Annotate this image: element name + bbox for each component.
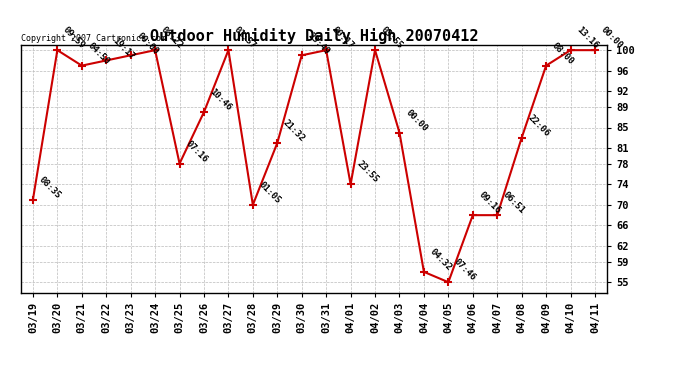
- Text: 23:49: 23:49: [306, 30, 331, 56]
- Text: 09:59: 09:59: [61, 26, 87, 51]
- Text: 00:17: 00:17: [331, 26, 356, 51]
- Text: 00:00: 00:00: [599, 26, 624, 51]
- Text: 01:57: 01:57: [233, 26, 258, 51]
- Text: 07:46: 07:46: [453, 257, 478, 283]
- Text: 19:17: 19:17: [110, 36, 136, 61]
- Text: 06:51: 06:51: [502, 190, 526, 216]
- Text: 01:05: 01:05: [257, 180, 282, 206]
- Text: 10:46: 10:46: [208, 87, 233, 112]
- Text: Copyright 2007 Cartronics.com: Copyright 2007 Cartronics.com: [21, 33, 166, 42]
- Title: Outdoor Humidity Daily High 20070412: Outdoor Humidity Daily High 20070412: [150, 28, 478, 44]
- Text: 00:00: 00:00: [404, 108, 429, 133]
- Text: 21:32: 21:32: [282, 118, 307, 144]
- Text: 08:00: 08:00: [550, 41, 575, 66]
- Text: 08:35: 08:35: [37, 175, 63, 200]
- Text: 09:16: 09:16: [477, 190, 502, 216]
- Text: 08:22: 08:22: [159, 26, 185, 51]
- Text: 13:16: 13:16: [575, 26, 600, 51]
- Text: 00:00: 00:00: [135, 30, 160, 56]
- Text: 22:06: 22:06: [526, 113, 551, 138]
- Text: 07:16: 07:16: [184, 139, 209, 164]
- Text: 04:32: 04:32: [428, 247, 453, 273]
- Text: 23:55: 23:55: [355, 159, 380, 185]
- Text: 04:50: 04:50: [86, 41, 111, 66]
- Text: 03:55: 03:55: [380, 26, 404, 51]
